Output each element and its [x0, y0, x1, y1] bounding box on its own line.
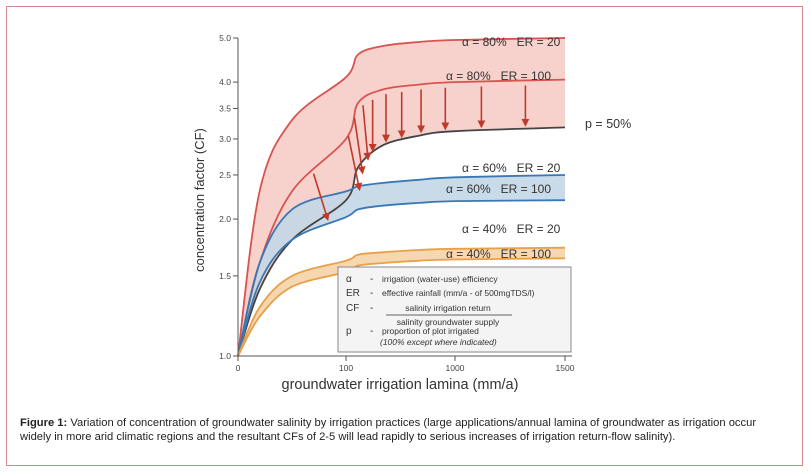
figure-caption: Figure 1: Variation of concentration of … [20, 416, 790, 444]
legend-cf-numerator: salinity irrigation return [405, 303, 491, 313]
series-annotation-2: p = 50% [585, 117, 631, 131]
y-tick-label-1: 1.5 [219, 271, 231, 281]
x-tick-label-0: 0 [236, 363, 241, 373]
x-tick-label-3: 1500 [556, 363, 575, 373]
series-layer [237, 37, 566, 357]
x-axis-label: groundwater irrigation lamina (mm/a) [282, 377, 519, 393]
band-alpha40 [238, 247, 565, 356]
axes-layer: 1.0 1.5 2.0 2.5 3.0 3.5 4.0 5.0 0 100 1000 1500 [219, 33, 575, 373]
legend-dash-3: - [370, 326, 373, 337]
legend-background [337, 266, 572, 353]
series-annotation-3: α = 60% ER = 20 [462, 161, 561, 175]
legend-dash-1: - [370, 288, 373, 299]
y-axis-label: concentration factor (CF) [192, 128, 207, 272]
series-annotation-1: α = 80% ER = 100 [446, 69, 551, 83]
legend-symbol-2: CF [346, 303, 359, 314]
series-line-0 [237, 37, 566, 357]
concentration-factor-chart: 1.0 1.5 2.0 2.5 3.0 3.5 4.0 5.0 0 100 1000 1500 con… [192, 33, 631, 393]
series-annotation-0: α = 80% ER = 20 [462, 35, 561, 49]
legend-dash-2: - [370, 303, 373, 314]
series-annotation-6: α = 40% ER = 100 [446, 247, 551, 261]
legend-desc-3: proportion of plot irrigated [382, 326, 479, 336]
y-tick-label-0: 1.0 [219, 351, 231, 361]
x-tick-label-1: 100 [339, 363, 353, 373]
arrow-3 [362, 105, 372, 161]
x-tick-label-2: 1000 [446, 363, 465, 373]
series-annotations: α = 80% ER = 20 α = 80% ER = 100 p = 50% α … [446, 35, 631, 261]
legend-desc-1: effective rainfall (mm/a - of 500mgTDS/l… [382, 288, 535, 298]
series-annotation-5: α = 40% ER = 20 [462, 222, 561, 236]
legend-symbol-1: ER [346, 288, 360, 299]
y-tick-label-6: 4.0 [219, 77, 231, 87]
arrow-0 [312, 173, 330, 221]
y-tick-label-3: 2.5 [219, 170, 231, 180]
arrow-2 [353, 117, 366, 175]
y-tick-label-7: 5.0 [219, 33, 231, 43]
y-tick-label-2: 2.0 [219, 214, 231, 224]
caption-label: Figure 1: [20, 417, 68, 429]
legend-dash-0: - [370, 274, 373, 285]
arrow-1 [347, 136, 363, 192]
series-line-4 [237, 199, 566, 357]
arrow-layer [312, 85, 530, 221]
band-alpha80 [238, 38, 565, 356]
legend-note: (100% except where indicated) [380, 337, 497, 347]
caption-text: Variation of concentration of groundwate… [20, 417, 757, 443]
y-tick-label-4: 3.0 [219, 134, 231, 144]
legend-symbol-3: p [346, 326, 352, 337]
series-annotation-4: α = 60% ER = 100 [446, 182, 551, 196]
legend-cf-denominator: salinity groundwater supply [397, 317, 500, 327]
y-tick-label-5: 3.5 [219, 103, 231, 113]
series-line-5 [237, 246, 566, 357]
series-line-6 [237, 257, 566, 357]
legend-symbol-0: α [346, 274, 352, 285]
legend-desc-0: irrigation (water-use) efficiency [382, 274, 498, 284]
